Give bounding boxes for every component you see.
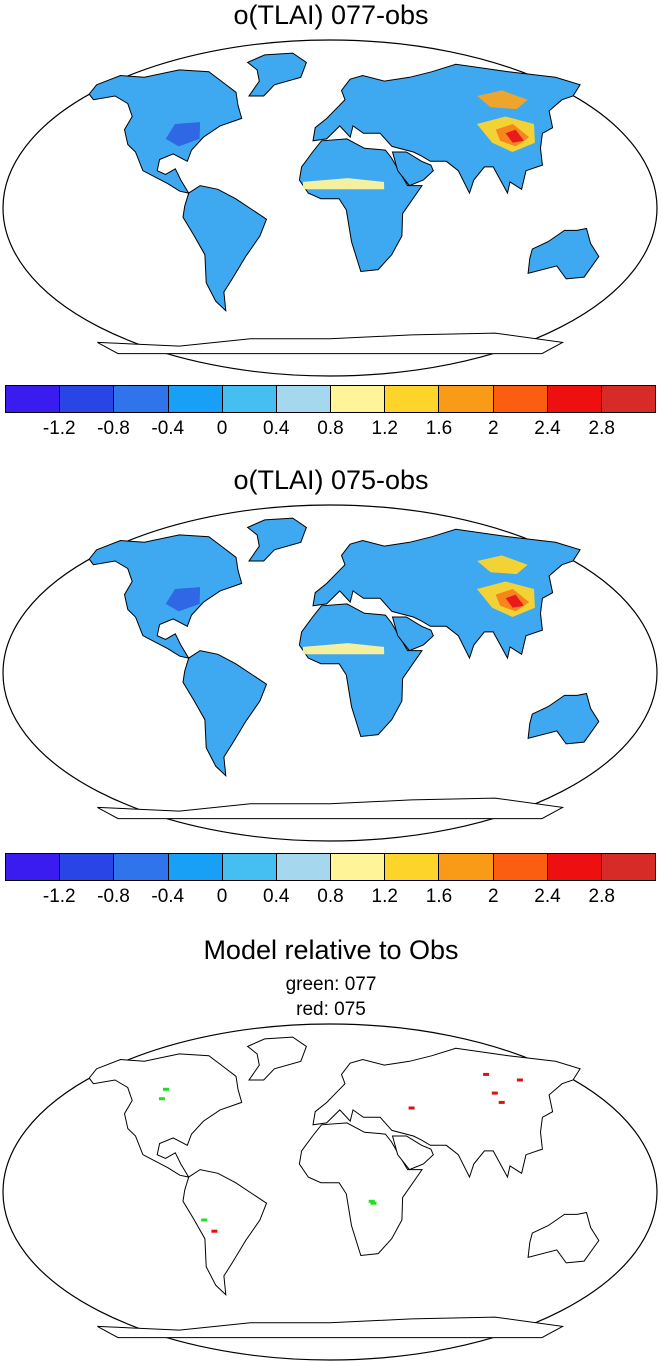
continent-africa <box>298 138 423 273</box>
colorbar-tick-label: 0 <box>216 886 228 907</box>
colorbar-tick-label: -0.4 <box>151 886 185 907</box>
colorbar-swatch <box>385 854 440 880</box>
grid-cell-marker <box>516 1078 523 1082</box>
colorbar-swatch <box>439 386 494 412</box>
colorbar-swatch <box>385 386 440 412</box>
continent-australia <box>527 692 600 745</box>
colorbar-swatch <box>168 386 223 412</box>
panel-2-title: o(TLAI) 075-obs <box>233 465 429 495</box>
grid-cell-marker <box>370 1201 377 1205</box>
colorbar-swatch <box>222 386 277 412</box>
anomaly-sahel <box>302 643 385 655</box>
colorbar-tick-label: 1.6 <box>425 418 453 439</box>
colorbar-swatch <box>601 386 656 412</box>
continent-antarctica <box>97 332 565 355</box>
panel-2-colorbar-labels: -1.2 -0.8 -0.4 0 0.4 0.8 1.2 1.6 2 2.4 2.8 <box>5 886 656 910</box>
colorbar-tick-label: -0.8 <box>97 886 130 907</box>
anomaly-east-asia-peak <box>505 594 524 608</box>
colorbar-tick-label: -0.8 <box>97 418 130 439</box>
colorbar-swatch <box>168 854 223 880</box>
continent-north-america <box>88 1053 243 1178</box>
continent-australia <box>527 227 600 280</box>
colorbar-tick-label: 2.4 <box>534 418 561 439</box>
colorbar-swatch <box>439 854 494 880</box>
colorbar-swatch <box>331 854 386 880</box>
colorbar-swatch <box>276 386 332 412</box>
colorbar-tick-label: 0.4 <box>263 418 290 439</box>
continent-arabia <box>391 616 434 652</box>
grid-cell-marker <box>368 1199 375 1203</box>
colorbar-tick-label: 0.4 <box>263 886 290 907</box>
colorbar-tick-label: 1.2 <box>371 886 398 907</box>
colorbar-tick-label: 0 <box>216 418 228 439</box>
anomaly-siberia <box>477 90 528 110</box>
panel-3-title: Model relative to Obs <box>203 935 459 965</box>
continent-south-america <box>182 185 268 312</box>
continent-africa <box>298 1122 423 1257</box>
continent-africa <box>298 603 423 738</box>
anomaly-north-america-east <box>165 122 201 147</box>
colorbar-swatch <box>60 386 115 412</box>
continent-north-america <box>88 69 243 194</box>
continent-greenland <box>246 52 308 97</box>
colorbar-swatch <box>547 854 602 880</box>
grid-cell-marker <box>498 1100 505 1104</box>
panel-1-title: o(TLAI) 077-obs <box>233 0 429 30</box>
grid-cell-marker <box>211 1229 218 1233</box>
continent-greenland <box>246 1036 308 1081</box>
continent-south-america <box>182 1169 268 1296</box>
continent-arabia <box>391 1135 434 1171</box>
panel-3-subtitle-green: green: 077 <box>285 974 377 995</box>
panel-3-subtitle-red: red: 075 <box>296 999 366 1020</box>
colorbar-swatch <box>331 386 386 412</box>
panel-1-colorbar-labels: -1.2 -0.8 -0.4 0 0.4 0.8 1.2 1.6 2 2.4 2.8 <box>5 418 656 442</box>
colorbar-tick-label: -1.2 <box>42 418 76 439</box>
colorbar-swatch <box>6 854 61 880</box>
colorbar-swatch <box>276 854 332 880</box>
grid-cell-marker <box>158 1097 165 1101</box>
colorbar-swatch <box>114 386 169 412</box>
colorbar-tick-label: 2 <box>487 886 499 907</box>
colorbar-swatch <box>6 386 61 412</box>
grid-cell-marker <box>483 1072 490 1076</box>
colorbar-swatch <box>493 854 548 880</box>
colorbar-tick-label: -1.2 <box>42 886 76 907</box>
panel-1-map <box>2 39 658 377</box>
continent-australia <box>527 1211 600 1264</box>
grid-cell-marker <box>408 1106 415 1110</box>
continent-north-america <box>88 534 243 659</box>
anomaly-siberia <box>477 555 528 575</box>
colorbar-tick-label: -0.4 <box>151 418 185 439</box>
panel-2-map <box>2 504 658 842</box>
colorbar-swatch <box>60 854 115 880</box>
colorbar-swatch <box>493 386 548 412</box>
colorbar-swatch <box>601 854 656 880</box>
anomaly-north-america-east <box>165 587 201 612</box>
colorbar-tick-label: 0.8 <box>317 418 344 439</box>
anomaly-sahel <box>302 178 385 190</box>
colorbar-tick-label: 2.8 <box>588 886 615 907</box>
continent-arabia <box>391 151 434 187</box>
colorbar-swatch <box>222 854 277 880</box>
continent-eurasia <box>312 1047 581 1179</box>
panel-1-colorbar <box>5 385 656 413</box>
continent-south-america <box>182 650 268 777</box>
grid-cell-marker <box>201 1218 208 1222</box>
continent-antarctica <box>97 1316 565 1339</box>
continent-antarctica <box>97 797 565 820</box>
grid-cell-marker <box>163 1087 169 1091</box>
colorbar-tick-label: 2 <box>487 418 499 439</box>
colorbar-tick-label: 1.2 <box>371 418 398 439</box>
panel-2-colorbar <box>5 853 656 881</box>
colorbar-swatch <box>114 854 169 880</box>
colorbar-tick-label: 2.8 <box>588 418 615 439</box>
grid-cell-marker <box>491 1091 498 1095</box>
colorbar-tick-label: 1.6 <box>425 886 453 907</box>
continent-greenland <box>246 517 308 562</box>
colorbar-tick-label: 2.4 <box>534 886 561 907</box>
colorbar-swatch <box>547 386 602 412</box>
panel-3-map <box>2 1023 658 1361</box>
anomaly-east-asia-peak <box>505 129 524 143</box>
colorbar-tick-label: 0.8 <box>317 886 344 907</box>
